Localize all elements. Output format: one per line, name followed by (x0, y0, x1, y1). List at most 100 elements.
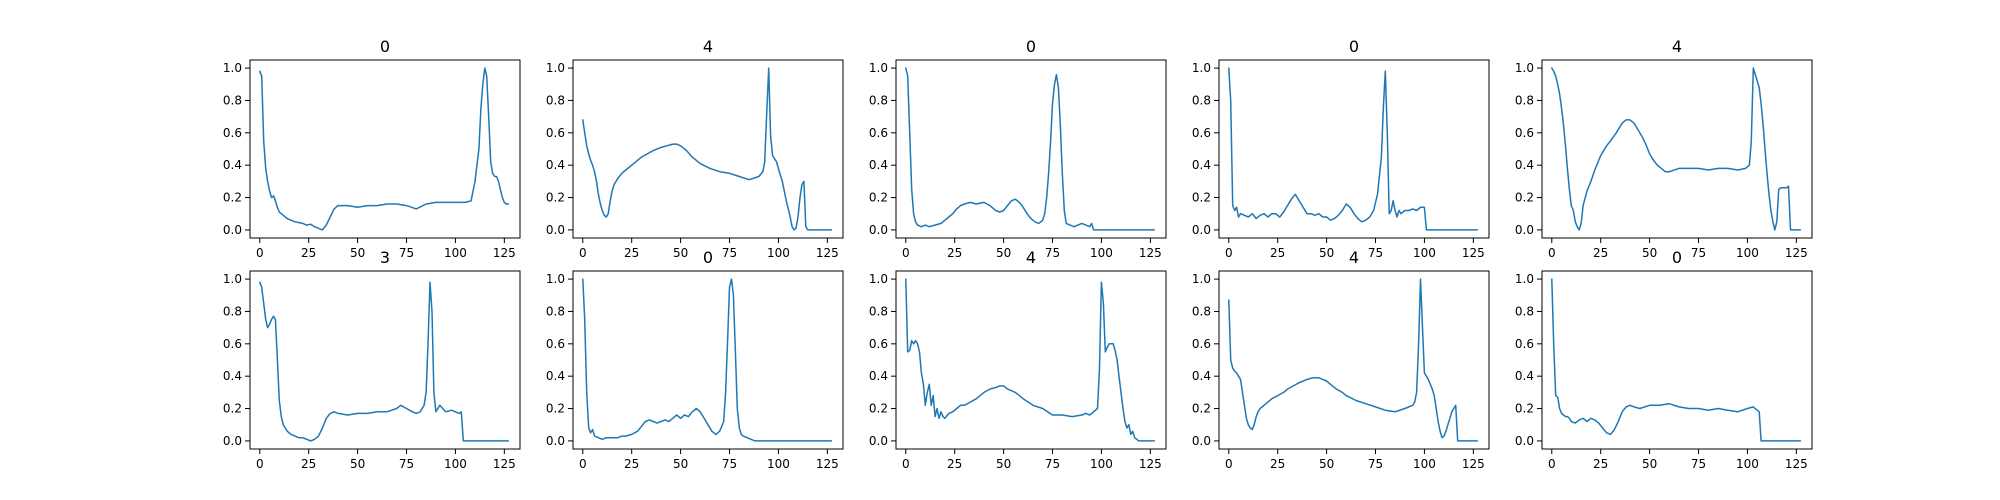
y-tick-label: 0.2 (546, 191, 565, 205)
y-tick-label: 1.0 (1192, 61, 1211, 75)
y-tick-label: 0.2 (1515, 191, 1534, 205)
x-tick-label: 125 (493, 246, 516, 260)
subplot-title: 0 (1672, 248, 1682, 267)
x-tick-label: 100 (1413, 457, 1436, 471)
x-tick-label: 100 (767, 246, 790, 260)
x-tick-label: 50 (1642, 246, 1657, 260)
plot-frame (1218, 270, 1490, 450)
y-tick-label: 1.0 (223, 61, 242, 75)
y-tick-label: 0.8 (869, 93, 888, 107)
x-tick-label: 25 (947, 246, 962, 260)
x-tick-label: 50 (350, 246, 365, 260)
series-line (1228, 67, 1479, 231)
x-tick-label: 125 (1462, 246, 1485, 260)
x-tick-label: 25 (947, 457, 962, 471)
x-tick-label: 75 (1045, 457, 1060, 471)
subplot-title: 4 (703, 37, 713, 56)
subplot-title: 3 (380, 248, 390, 267)
y-tick-label: 0.2 (1192, 191, 1211, 205)
subplot-5: 4 0 25 50 75 100 125 0.0 0.2 0.4 0.6 0.8 1.0 (1515, 37, 1813, 260)
y-tick-label: 0.2 (223, 191, 242, 205)
x-tick-label: 0 (256, 246, 264, 260)
x-tick-label: 25 (1593, 457, 1608, 471)
y-tick-label: 0.6 (546, 126, 565, 140)
subplot-title: 0 (1349, 37, 1359, 56)
y-tick-label: 0.8 (1515, 304, 1534, 318)
y-tick-label: 0.4 (223, 158, 242, 172)
subplot-title: 0 (1026, 37, 1036, 56)
x-tick-label: 75 (399, 457, 414, 471)
x-tick-label: 25 (1270, 457, 1285, 471)
series-line (1228, 278, 1479, 442)
subplot-4: 0 0 25 50 75 100 125 0.0 0.2 0.4 0.6 0.8 1.0 (1192, 37, 1490, 260)
x-tick-label: 100 (1090, 457, 1113, 471)
x-tick-label: 25 (1270, 246, 1285, 260)
x-tick-label: 100 (1090, 246, 1113, 260)
x-tick-label: 50 (996, 246, 1011, 260)
x-tick-label: 25 (624, 457, 639, 471)
x-tick-label: 100 (767, 457, 790, 471)
y-tick-label: 0.6 (1192, 337, 1211, 351)
y-tick-label: 0.4 (1515, 369, 1534, 383)
plot-frame (249, 270, 521, 450)
x-tick-label: 0 (579, 457, 587, 471)
x-tick-label: 75 (1368, 457, 1383, 471)
subplot-7: 0 0 25 50 75 100 125 0.0 0.2 0.4 0.6 0.8 1.0 (546, 248, 844, 471)
y-tick-label: 0.0 (1192, 434, 1211, 448)
y-tick-label: 0.2 (1192, 402, 1211, 416)
series-line (582, 67, 833, 231)
y-tick-label: 0.8 (546, 304, 565, 318)
x-tick-label: 100 (444, 246, 467, 260)
y-tick-label: 0.6 (1515, 337, 1534, 351)
plot-frame (572, 270, 844, 450)
x-tick-label: 0 (256, 457, 264, 471)
series-line (582, 278, 833, 442)
y-tick-label: 0.0 (1192, 223, 1211, 237)
y-tick-label: 1.0 (869, 272, 888, 286)
plot-frame (1541, 270, 1813, 450)
x-tick-label: 25 (301, 246, 316, 260)
x-tick-label: 100 (444, 457, 467, 471)
x-tick-label: 0 (1548, 457, 1556, 471)
x-tick-label: 125 (816, 457, 839, 471)
y-tick-label: 0.4 (546, 369, 565, 383)
series-line (905, 67, 1156, 231)
y-tick-label: 0.8 (1192, 93, 1211, 107)
y-tick-label: 0.4 (223, 369, 242, 383)
y-tick-label: 0.4 (1192, 158, 1211, 172)
y-tick-label: 0.2 (869, 191, 888, 205)
y-tick-label: 0.2 (1515, 402, 1534, 416)
subplot-title: 4 (1349, 248, 1359, 267)
x-tick-label: 25 (301, 457, 316, 471)
subplot-title: 0 (703, 248, 713, 267)
y-tick-label: 0.0 (546, 223, 565, 237)
subplot-1: 0 0 25 50 75 100 125 0.0 0.2 0.4 0.6 0.8 1.0 (223, 37, 521, 260)
y-tick-label: 0.0 (546, 434, 565, 448)
y-tick-label: 0.4 (1515, 158, 1534, 172)
subplot-9: 4 0 25 50 75 100 125 0.0 0.2 0.4 0.6 0.8 1.0 (1192, 248, 1490, 471)
y-tick-label: 0.4 (546, 158, 565, 172)
y-tick-label: 1.0 (1192, 272, 1211, 286)
y-tick-label: 1.0 (223, 272, 242, 286)
plot-frame (572, 59, 844, 239)
y-tick-label: 0.6 (223, 337, 242, 351)
x-tick-label: 0 (902, 246, 910, 260)
subplot-title: 0 (380, 37, 390, 56)
x-tick-label: 75 (1045, 246, 1060, 260)
y-tick-label: 1.0 (546, 61, 565, 75)
y-tick-label: 0.4 (869, 369, 888, 383)
y-tick-label: 0.6 (1515, 126, 1534, 140)
y-tick-label: 0.8 (869, 304, 888, 318)
plot-frame (895, 270, 1167, 450)
y-tick-label: 0.0 (869, 223, 888, 237)
x-tick-label: 0 (902, 457, 910, 471)
x-tick-label: 75 (1691, 457, 1706, 471)
subplot-10: 0 0 25 50 75 100 125 0.0 0.2 0.4 0.6 0.8 1.0 (1515, 248, 1813, 471)
subplot-3: 0 0 25 50 75 100 125 0.0 0.2 0.4 0.6 0.8 1.0 (869, 37, 1167, 260)
y-tick-label: 1.0 (1515, 272, 1534, 286)
y-tick-label: 0.6 (869, 126, 888, 140)
y-tick-label: 1.0 (1515, 61, 1534, 75)
x-tick-label: 50 (673, 246, 688, 260)
y-tick-label: 0.6 (546, 337, 565, 351)
